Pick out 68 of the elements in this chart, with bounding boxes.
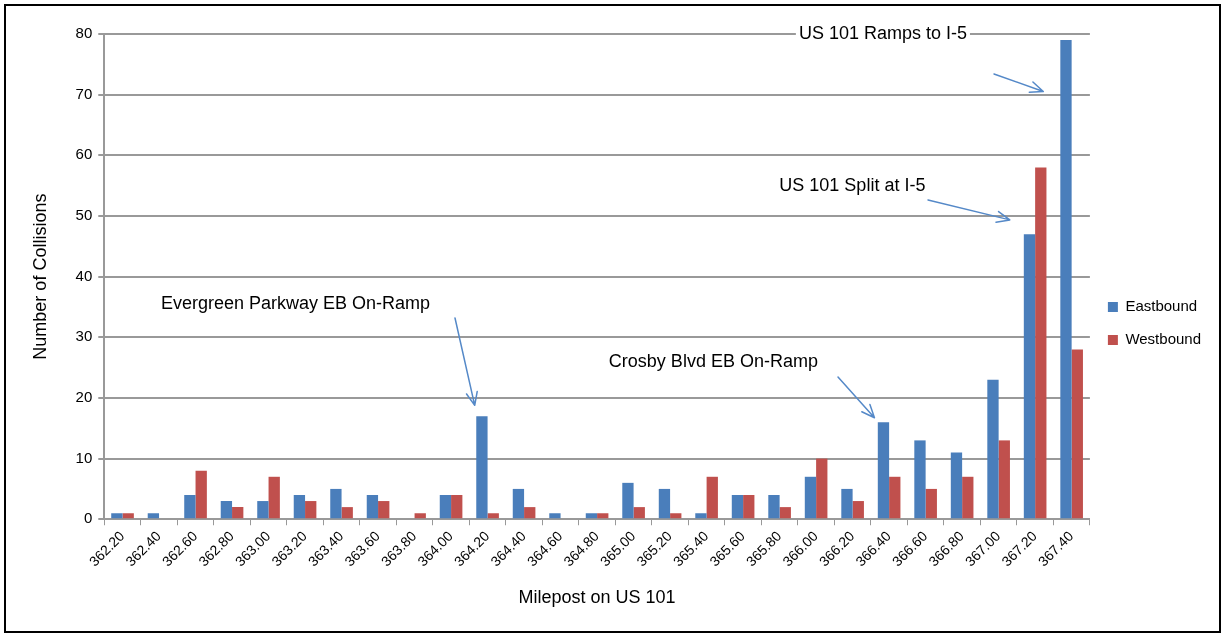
y-tick-label: 70 bbox=[75, 84, 93, 102]
bar bbox=[962, 476, 974, 519]
y-axis-title: Number of Collisions bbox=[29, 193, 50, 360]
bar bbox=[585, 513, 598, 519]
bar bbox=[779, 507, 791, 519]
y-tick-label: 30 bbox=[75, 327, 93, 345]
legend-label: Eastbound bbox=[1125, 297, 1198, 315]
bar bbox=[695, 513, 707, 519]
bar bbox=[184, 494, 196, 519]
bar bbox=[950, 452, 963, 519]
bar bbox=[877, 422, 890, 519]
bar bbox=[341, 507, 353, 519]
bar bbox=[378, 501, 390, 519]
bar bbox=[195, 470, 207, 519]
bar bbox=[476, 416, 488, 519]
annotation: Evergreen Parkway EB On-Ramp bbox=[160, 292, 431, 313]
bar bbox=[804, 476, 817, 519]
bar bbox=[414, 513, 426, 519]
bar bbox=[841, 488, 853, 519]
bar bbox=[293, 494, 306, 519]
bar bbox=[305, 501, 317, 519]
bar bbox=[232, 507, 244, 519]
bar bbox=[1071, 349, 1083, 519]
x-axis-title: Milepost on US 101 bbox=[518, 587, 676, 608]
y-tick-label: 10 bbox=[75, 448, 93, 466]
bar bbox=[731, 494, 744, 519]
bar bbox=[852, 501, 864, 519]
bar bbox=[487, 513, 499, 519]
bar bbox=[597, 513, 609, 519]
y-tick-label: 60 bbox=[75, 145, 93, 163]
bar bbox=[987, 379, 999, 519]
bar bbox=[366, 494, 379, 519]
bar bbox=[998, 440, 1010, 519]
bar bbox=[622, 482, 634, 519]
bar bbox=[147, 513, 160, 519]
bar bbox=[743, 494, 755, 519]
bar bbox=[706, 476, 718, 519]
bar bbox=[1035, 167, 1047, 519]
annotation: Crosby Blvd EB On-Ramp bbox=[608, 351, 818, 372]
bar bbox=[330, 488, 342, 519]
annotation: US 101 Split at I-5 bbox=[779, 174, 926, 195]
bar bbox=[220, 501, 233, 519]
bar bbox=[889, 476, 901, 519]
bar bbox=[439, 494, 452, 519]
y-tick-label: 0 bbox=[83, 509, 93, 527]
bar bbox=[257, 501, 269, 519]
bar bbox=[451, 494, 463, 519]
bar bbox=[633, 507, 645, 519]
bar bbox=[1023, 234, 1036, 519]
bar bbox=[1060, 40, 1072, 519]
bar bbox=[670, 513, 682, 519]
bar bbox=[925, 488, 937, 519]
annotation: US 101 Ramps to I-5 bbox=[798, 22, 967, 43]
y-tick-label: 40 bbox=[75, 266, 93, 284]
bar bbox=[512, 488, 525, 519]
legend-label: Westbound bbox=[1125, 330, 1201, 348]
y-tick-label: 20 bbox=[75, 388, 93, 406]
bar bbox=[816, 458, 828, 519]
bar bbox=[768, 494, 780, 519]
bar bbox=[914, 440, 926, 519]
y-tick-label: 50 bbox=[75, 206, 93, 224]
bar bbox=[268, 476, 280, 519]
bar bbox=[122, 513, 134, 519]
bar bbox=[658, 488, 671, 519]
bar bbox=[111, 513, 123, 519]
bar bbox=[524, 507, 536, 519]
y-tick-label: 80 bbox=[75, 24, 93, 42]
bar bbox=[549, 513, 561, 519]
